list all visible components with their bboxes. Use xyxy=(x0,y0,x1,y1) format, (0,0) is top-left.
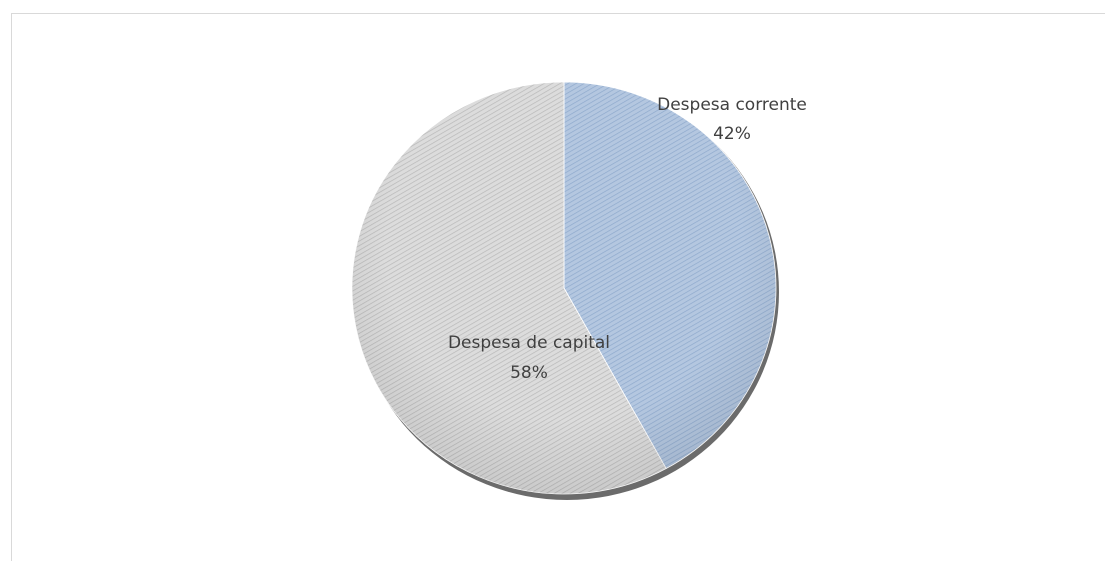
slice-label-despesa-de-capital: Despesa de capital xyxy=(448,333,610,353)
slice-value-despesa-corrente: 42% xyxy=(713,124,751,144)
slice-value-despesa-de-capital: 58% xyxy=(510,363,548,383)
slice-label-despesa-corrente: Despesa corrente xyxy=(657,95,807,115)
pie-labels: Despesa corrente 42% Despesa de capital … xyxy=(448,95,807,383)
